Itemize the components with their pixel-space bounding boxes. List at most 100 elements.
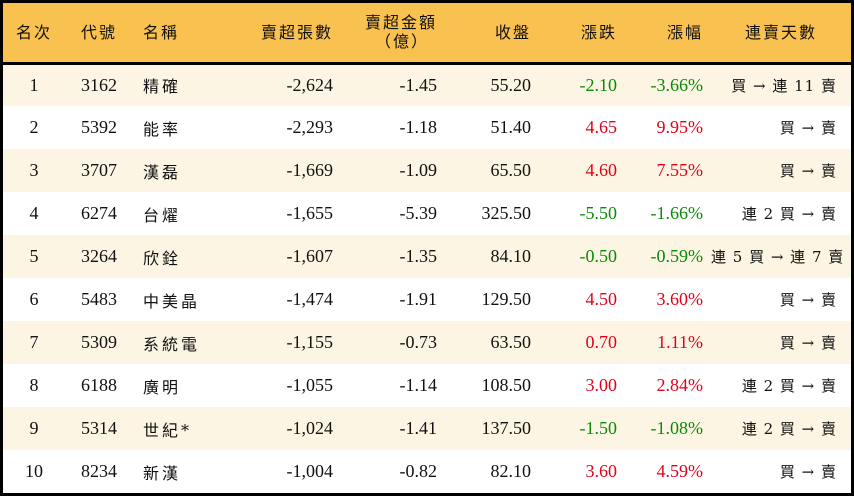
table-row: 7 5309 系統電 -1,155 -0.73 63.50 0.70 1.11%… (3, 321, 851, 364)
streak-cell: 買 → 賣 (779, 463, 837, 481)
change-cell: -0.50 (579, 246, 618, 266)
name-cell: 台燿 (143, 205, 182, 225)
name-cell: 廣明 (143, 377, 182, 397)
change-pct-cell: -3.66% (650, 74, 704, 95)
change-pct-cell: 4.59% (656, 461, 704, 481)
table-row: 6 5483 中美晶 -1,474 -1.91 129.50 4.50 3.60… (3, 278, 851, 321)
change-pct-cell: 7.55% (656, 160, 704, 180)
name-cell: 世紀* (143, 420, 193, 440)
code-cell: 3707 (81, 160, 117, 180)
table-row: 9 5314 世紀* -1,024 -1.41 137.50 -1.50 -1.… (3, 407, 851, 450)
close-cell: 63.50 (490, 332, 532, 352)
table-row: 5 3264 欣銓 -1,607 -1.35 84.10 -0.50 -0.59… (3, 235, 851, 278)
change-cell: 4.50 (585, 289, 618, 309)
table-header-row: 名次 代號 名稱 賣超張數 賣超金額 （億） 收盤 漲跌 漲幅 連賣天數 (3, 3, 851, 65)
net-sell-lots-cell: -1,474 (286, 289, 334, 309)
table-row: 2 5392 能率 -2,293 -1.18 51.40 4.65 9.95% … (3, 106, 851, 149)
streak-cell: 連 2 買 → 賣 (741, 205, 837, 223)
rank-cell: 5 (29, 246, 39, 266)
name-cell: 精確 (143, 77, 182, 97)
net-sell-lots-cell: -1,655 (286, 203, 334, 223)
change-pct-cell: -0.59% (650, 246, 704, 266)
rank-cell: 7 (29, 332, 39, 352)
net-sell-amount-cell: -1.14 (399, 375, 438, 395)
code-cell: 6274 (81, 203, 117, 223)
header-name: 名稱 (133, 3, 225, 65)
header-net-sell-amount: 賣超金額 （億） (337, 3, 441, 65)
code-cell: 5314 (81, 418, 117, 438)
table-row: 4 6274 台燿 -1,655 -5.39 325.50 -5.50 -1.6… (3, 192, 851, 235)
change-cell: -2.10 (579, 74, 618, 95)
net-sell-lots-cell: -1,055 (286, 375, 334, 395)
rank-cell: 10 (25, 461, 43, 481)
net-sell-lots-cell: -2,293 (286, 117, 334, 137)
name-cell: 能率 (143, 119, 182, 139)
code-cell: 5392 (81, 117, 117, 137)
net-sell-lots-cell: -1,155 (286, 332, 334, 352)
rank-cell: 3 (29, 160, 39, 180)
close-cell: 82.10 (490, 461, 532, 481)
change-cell: 3.00 (585, 375, 618, 395)
header-close: 收盤 (441, 3, 535, 65)
close-cell: 84.10 (490, 246, 532, 266)
streak-cell: 連 2 買 → 賣 (741, 377, 837, 395)
net-sell-amount-cell: -1.35 (399, 246, 438, 266)
change-cell: -5.50 (579, 203, 618, 223)
table-row: 10 8234 新漢 -1,004 -0.82 82.10 3.60 4.59%… (3, 450, 851, 493)
name-cell: 漢磊 (143, 162, 182, 182)
close-cell: 55.20 (490, 74, 532, 95)
change-pct-cell: 2.84% (656, 375, 704, 395)
net-sell-amount-cell: -1.09 (399, 160, 438, 180)
net-sell-amount-cell: -1.41 (399, 418, 438, 438)
streak-cell: 買 → 賣 (779, 334, 837, 352)
net-sell-lots-cell: -1,004 (286, 461, 334, 481)
rank-cell: 4 (29, 203, 39, 223)
code-cell: 3264 (81, 246, 117, 266)
net-sell-amount-cell: -1.91 (399, 289, 438, 309)
close-cell: 108.50 (481, 375, 532, 395)
net-sell-lots-cell: -1,669 (286, 160, 334, 180)
streak-cell: 買 → 賣 (779, 119, 837, 137)
net-sell-lots-cell: -1,024 (286, 418, 334, 438)
change-cell: 4.60 (585, 160, 618, 180)
close-cell: 325.50 (481, 203, 532, 223)
table-row: 8 6188 廣明 -1,055 -1.14 108.50 3.00 2.84%… (3, 364, 851, 407)
net-sell-lots-cell: -2,624 (286, 74, 334, 95)
code-cell: 5483 (81, 289, 117, 309)
net-sell-amount-cell: -1.45 (399, 74, 438, 95)
streak-cell: 買 → 賣 (779, 291, 837, 309)
net-sell-amount-cell: -5.39 (399, 203, 438, 223)
streak-cell: 連 5 買 → 連 7 賣 (711, 248, 845, 266)
close-cell: 137.50 (481, 418, 532, 438)
change-pct-cell: -1.08% (650, 418, 704, 438)
code-cell: 3162 (81, 74, 117, 95)
net-sell-amount-cell: -1.18 (399, 117, 438, 137)
change-pct-cell: 9.95% (656, 117, 704, 137)
net-sell-amount-cell: -0.82 (399, 461, 438, 481)
name-cell: 新漢 (143, 463, 182, 483)
header-change-pct: 漲幅 (621, 3, 711, 65)
rank-cell: 9 (29, 418, 39, 438)
table-row: 1 3162 精確 -2,624 -1.45 55.20 -2.10 -3.66… (3, 63, 851, 106)
change-cell: 3.60 (585, 461, 618, 481)
streak-cell: 買 → 賣 (779, 162, 837, 180)
code-cell: 5309 (81, 332, 117, 352)
net-sell-ranking-table: 名次 代號 名稱 賣超張數 賣超金額 （億） 收盤 漲跌 漲幅 連賣天數 1 3… (3, 3, 851, 493)
net-sell-lots-cell: -1,607 (286, 246, 334, 266)
close-cell: 129.50 (481, 289, 532, 309)
header-streak: 連賣天數 (711, 3, 851, 65)
change-pct-cell: 1.11% (657, 332, 703, 352)
name-cell: 系統電 (143, 334, 201, 354)
header-net-sell-lots: 賣超張數 (225, 3, 337, 65)
change-pct-cell: 3.60% (656, 289, 704, 309)
code-cell: 8234 (81, 461, 117, 481)
name-cell: 中美晶 (143, 291, 201, 311)
change-cell: 0.70 (585, 332, 618, 352)
header-net-sell-amount-label: 賣超金額 (364, 13, 437, 33)
table-row: 3 3707 漢磊 -1,669 -1.09 65.50 4.60 7.55% … (3, 149, 851, 192)
streak-cell: 連 2 買 → 賣 (741, 420, 837, 438)
net-sell-amount-cell: -0.73 (399, 332, 438, 352)
rank-cell: 6 (29, 289, 39, 309)
close-cell: 65.50 (490, 160, 532, 180)
